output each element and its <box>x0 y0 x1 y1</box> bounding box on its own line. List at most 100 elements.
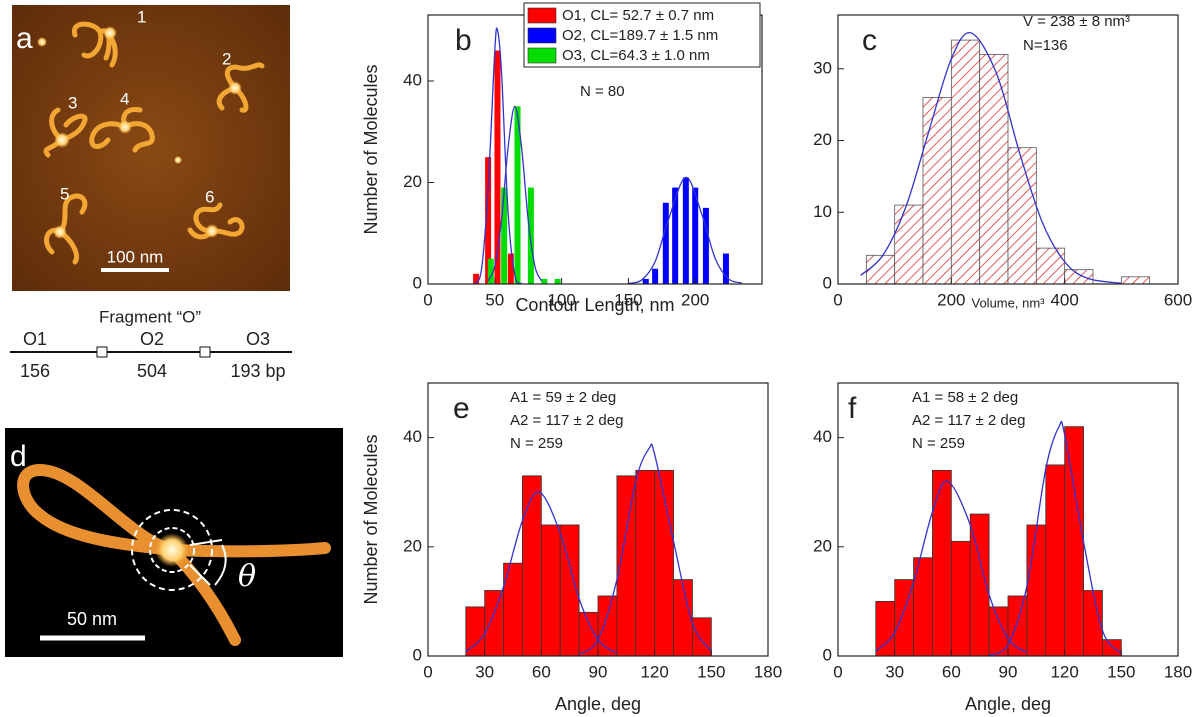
segment-length: 504 <box>137 361 167 381</box>
x-axis-title: Volume, nm³ <box>972 295 1046 310</box>
bar <box>494 50 501 284</box>
legend-swatch <box>527 47 557 64</box>
x-tick-label: 0 <box>423 662 432 681</box>
y-tick-label: 40 <box>813 427 832 446</box>
y-tick-label: 20 <box>813 536 832 555</box>
bar <box>527 187 534 284</box>
bar <box>692 187 699 284</box>
x-tick-label: 30 <box>885 662 904 681</box>
y-tick-label: 40 <box>403 70 422 89</box>
annotation: N = 259 <box>510 435 563 452</box>
histogram-bar <box>865 254 896 285</box>
x-tick-label: 0 <box>833 662 842 681</box>
bar <box>507 253 514 284</box>
legend-label: O1, CL= 52.7 ± 0.7 nm <box>562 7 714 24</box>
bar <box>672 187 679 284</box>
annotation: A1 = 59 ± 2 deg <box>510 389 616 406</box>
y-tick-label: 20 <box>403 172 422 191</box>
y-tick-label: 40 <box>403 427 422 446</box>
y-tick-label: 30 <box>813 58 832 77</box>
bar <box>473 273 480 284</box>
chart: 0 30 60 90 120 150 180 0 20 40 Angle, deg Number of… <box>361 382 782 714</box>
histogram-bar <box>522 475 542 657</box>
histogram-bar <box>950 540 971 657</box>
scale-bar-label: 100 nm <box>107 247 164 266</box>
histogram-bar <box>894 204 924 285</box>
x-axis-title: Angle, deg <box>555 694 641 714</box>
x-tick-label: 200 <box>681 290 709 309</box>
fit-curve <box>628 176 743 285</box>
bar <box>662 202 669 284</box>
plot-frame <box>837 14 1179 285</box>
panel-label: f <box>848 392 857 425</box>
segment-length: 193 bp <box>230 361 285 381</box>
panel-label: e <box>453 392 470 425</box>
molecule-number: 2 <box>222 49 231 68</box>
x-tick-label: 200 <box>937 290 965 309</box>
chart: 0 50 100 150 200 0 20 40 Contour Length, nm Numbe… <box>361 2 763 315</box>
bar <box>554 278 561 284</box>
diagram-title: Fragment “O” <box>99 307 201 326</box>
histogram-bar <box>1083 590 1103 657</box>
y-tick-label: 20 <box>813 130 832 149</box>
legend-frame <box>523 2 761 68</box>
panel-label: c <box>862 24 877 57</box>
fit-curve <box>578 443 712 655</box>
histogram-bar <box>922 97 952 285</box>
x-tick-label: 120 <box>640 662 668 681</box>
x-tick-label: 90 <box>999 662 1018 681</box>
histogram-bar <box>950 39 981 285</box>
y-axis-title: Number of Molecules <box>361 64 381 234</box>
histogram-bar <box>1064 269 1094 285</box>
molecule-number: 5 <box>60 184 69 203</box>
bar <box>485 157 492 284</box>
x-tick-label: 150 <box>614 290 642 309</box>
bar <box>682 177 689 284</box>
annotation: A2 = 117 ± 2 deg <box>510 412 623 429</box>
x-tick-label: 60 <box>532 662 551 681</box>
x-axis-title: Angle, deg <box>965 694 1051 714</box>
bar <box>652 268 659 284</box>
bar <box>702 207 709 284</box>
fit-curve <box>860 31 1122 284</box>
x-tick-label: 0 <box>833 290 842 309</box>
x-tick-label: 0 <box>423 290 432 309</box>
bar <box>514 106 521 284</box>
fit-curve <box>988 420 1122 656</box>
fit-curve <box>487 105 543 282</box>
bar <box>541 278 548 284</box>
histogram-bar <box>932 469 952 657</box>
histogram-bar <box>540 524 561 657</box>
histogram-bar <box>597 595 618 657</box>
y-tick-label: 0 <box>413 645 422 664</box>
y-tick-label: 0 <box>413 273 422 292</box>
x-tick-label: 100 <box>547 290 575 309</box>
annotation: N = 259 <box>912 435 965 452</box>
x-tick-label: 150 <box>697 662 725 681</box>
histogram-bar <box>979 54 1009 285</box>
histogram-bar <box>875 601 896 657</box>
y-tick-label: 0 <box>823 645 832 664</box>
bar <box>487 258 494 284</box>
histogram-bar <box>484 590 504 657</box>
x-tick-label: 60 <box>942 662 961 681</box>
annotation: N = 80 <box>580 83 625 100</box>
afm-image-a <box>12 5 290 291</box>
x-tick-label: 50 <box>485 290 504 309</box>
bar <box>501 187 508 284</box>
y-tick-label: 10 <box>813 202 832 221</box>
x-axis-title: Contour Length, nm <box>515 295 674 315</box>
fragment-diagram <box>10 346 292 358</box>
histogram-bar <box>1035 247 1066 285</box>
annotation: A1 = 58 ± 2 deg <box>912 389 1018 406</box>
x-tick-label: 600 <box>1164 290 1192 309</box>
segment-name: O1 <box>23 329 47 349</box>
panel-label: b <box>455 24 472 57</box>
annotation: N=136 <box>1023 37 1068 54</box>
histogram-bar <box>1045 464 1066 657</box>
x-tick-label: 90 <box>589 662 608 681</box>
afm-image-d <box>5 428 343 657</box>
molecule-number: 3 <box>68 93 77 112</box>
x-tick-label: 180 <box>754 662 782 681</box>
histogram-bar <box>635 469 656 657</box>
